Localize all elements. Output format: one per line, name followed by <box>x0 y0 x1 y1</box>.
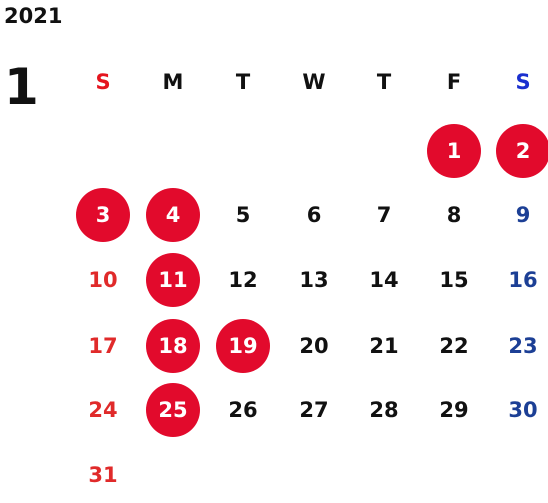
day-cell: 23 <box>508 334 538 358</box>
holiday-day-cell: 4 <box>146 188 200 242</box>
month-number: 1 <box>4 58 39 116</box>
day-cell: 8 <box>446 203 462 227</box>
day-cell: 9 <box>515 203 531 227</box>
weekday-header: S <box>95 70 111 94</box>
day-cell: 20 <box>299 334 329 358</box>
year-label: 2021 <box>4 4 63 28</box>
day-cell: 15 <box>439 268 469 292</box>
weekday-header: M <box>162 70 184 94</box>
day-cell: 12 <box>228 268 258 292</box>
day-cell: 10 <box>88 268 118 292</box>
day-cell: 22 <box>439 334 469 358</box>
day-cell: 30 <box>508 398 538 422</box>
holiday-day-cell: 18 <box>146 319 200 373</box>
weekday-header: W <box>302 70 326 94</box>
holiday-day-cell: 11 <box>146 253 200 307</box>
holiday-day-cell: 19 <box>216 319 270 373</box>
day-cell: 31 <box>88 463 118 487</box>
holiday-day-cell: 25 <box>146 383 200 437</box>
weekday-header: S <box>515 70 531 94</box>
day-cell: 6 <box>306 203 322 227</box>
day-cell: 28 <box>369 398 399 422</box>
day-cell: 26 <box>228 398 258 422</box>
day-cell: 7 <box>376 203 392 227</box>
holiday-day-cell: 3 <box>76 188 130 242</box>
weekday-header: T <box>376 70 392 94</box>
day-cell: 24 <box>88 398 118 422</box>
day-cell: 14 <box>369 268 399 292</box>
day-cell: 21 <box>369 334 399 358</box>
day-cell: 13 <box>299 268 329 292</box>
weekday-header: T <box>235 70 251 94</box>
holiday-day-cell: 2 <box>496 124 548 178</box>
day-cell: 5 <box>235 203 251 227</box>
day-cell: 29 <box>439 398 469 422</box>
day-cell: 16 <box>508 268 538 292</box>
day-cell: 27 <box>299 398 329 422</box>
weekday-header: F <box>446 70 462 94</box>
holiday-day-cell: 1 <box>427 124 481 178</box>
day-cell: 17 <box>88 334 118 358</box>
